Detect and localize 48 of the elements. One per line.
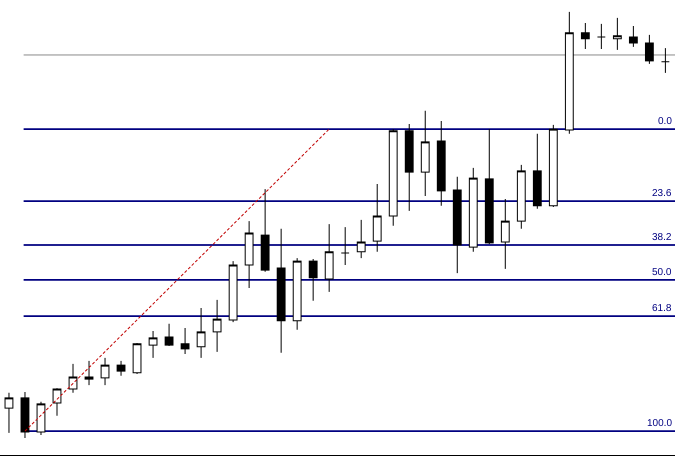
candlestick: [372, 184, 382, 252]
candlestick: [404, 123, 414, 212]
annotation: 61.8: [652, 303, 672, 314]
candlestick: [532, 133, 542, 210]
candlestick: [340, 226, 350, 266]
candlestick: [164, 323, 174, 346]
candlestick: [180, 328, 190, 355]
candlestick: [420, 110, 430, 196]
candlestick: [388, 128, 398, 226]
candlestick: [564, 11, 574, 134]
candlestick: [644, 34, 654, 64]
candlestick: [52, 388, 62, 416]
annotation: 0.0: [658, 116, 672, 127]
candlestick: [660, 48, 670, 74]
candlestick: [580, 22, 590, 50]
candlestick: [116, 360, 126, 376]
candlestick: [36, 401, 46, 436]
annotation: 100.0: [647, 418, 672, 429]
candlestick: [196, 308, 206, 358]
annotation: 23.6: [652, 188, 672, 199]
candlestick: [20, 391, 30, 438]
candlestick: [484, 128, 494, 245]
candlestick: [516, 164, 526, 230]
candlestick: [596, 23, 606, 50]
candlestick: [628, 25, 638, 48]
candlestick: [132, 342, 142, 375]
candlestick: [500, 198, 510, 270]
annotation: 38.2: [652, 232, 672, 243]
candlestick: [292, 258, 302, 330]
candlestick: [452, 176, 462, 274]
candlestick: [276, 228, 286, 354]
candlestick: [68, 363, 78, 394]
candlestick: [244, 220, 254, 288]
candlestick: [100, 357, 110, 386]
candlestick: [548, 124, 558, 208]
candlestick: [468, 167, 478, 252]
candlestick: [212, 299, 222, 352]
candlestick: [148, 330, 158, 358]
candlestick: [4, 392, 14, 434]
annotation: 50.0: [652, 267, 672, 278]
candlestick: [308, 258, 318, 302]
candlestick: [228, 260, 238, 323]
candlestick: [324, 224, 334, 292]
candlestick: [84, 360, 94, 386]
candlestick: [436, 120, 446, 206]
candlestick: [356, 219, 366, 259]
candlestick: [612, 17, 622, 50]
candlestick: [260, 188, 270, 272]
